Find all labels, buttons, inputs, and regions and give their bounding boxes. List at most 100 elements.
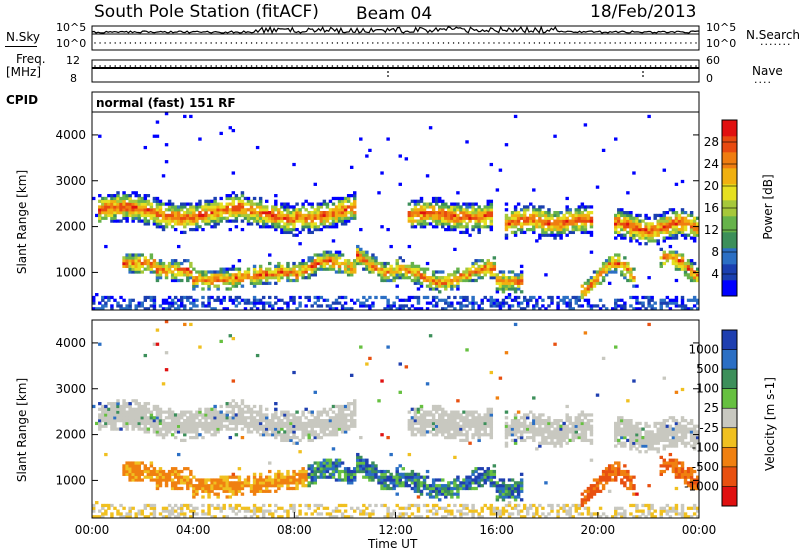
power-cell	[128, 213, 132, 218]
power-cell	[695, 276, 700, 280]
velocity-cell	[359, 435, 363, 440]
power-cell	[647, 236, 651, 240]
power-cell	[380, 270, 384, 274]
power-cell	[225, 196, 229, 201]
velocity-cell	[119, 410, 123, 414]
power-cell	[198, 273, 202, 277]
power-cell	[128, 208, 132, 212]
power-cell	[398, 182, 402, 186]
power-cell	[201, 304, 205, 308]
power-cell	[607, 264, 612, 268]
power-cell	[204, 199, 208, 203]
nsearch-dot	[503, 42, 505, 44]
power-cell	[510, 304, 515, 308]
nsearch-dot	[614, 42, 616, 44]
power-cell	[319, 259, 324, 263]
power-cell	[547, 216, 551, 220]
velocity-cell	[152, 407, 157, 411]
velocity-cell	[334, 509, 339, 513]
velocity-cell	[161, 433, 166, 437]
power-cell	[459, 208, 463, 212]
velocity-cell	[234, 489, 239, 493]
velocity-cell	[277, 475, 281, 479]
power-cell	[568, 230, 572, 235]
velocity-cell	[180, 481, 184, 485]
power-cell	[425, 301, 430, 305]
velocity-cell	[353, 478, 357, 482]
power-cell	[134, 253, 138, 257]
power-cell	[292, 295, 296, 300]
power-cell	[441, 211, 445, 215]
nave-dot	[437, 65, 440, 67]
power-cell	[380, 267, 384, 271]
power-cell	[513, 205, 518, 209]
velocity-cell	[431, 407, 436, 411]
velocity-cell	[298, 503, 302, 508]
power-cell	[164, 225, 169, 229]
nave-dot	[674, 65, 677, 67]
power-cell	[489, 199, 494, 203]
power-cell	[465, 227, 469, 232]
velocity-cell	[183, 478, 187, 482]
nave-dot	[382, 65, 384, 67]
power-cell	[437, 270, 442, 274]
power-cell	[425, 284, 430, 288]
power-cell	[465, 267, 469, 271]
power-cell	[404, 273, 409, 277]
velocity-cell	[465, 484, 469, 488]
power-cell	[325, 205, 330, 209]
velocity-cell	[465, 430, 469, 434]
power-cell	[353, 202, 357, 206]
velocity-cell	[131, 478, 135, 482]
power-cell	[419, 222, 424, 226]
power-cell	[422, 213, 427, 218]
power-cell	[535, 211, 539, 215]
velocity-cell	[365, 506, 369, 510]
power-cell	[671, 211, 676, 215]
power-cell	[583, 222, 588, 226]
power-cell	[589, 284, 594, 288]
velocity-cell	[131, 410, 135, 414]
power-cell	[183, 225, 187, 229]
velocity-cell	[134, 419, 138, 423]
velocity-cell	[416, 503, 421, 508]
power-cell	[413, 199, 418, 203]
power-cell	[207, 222, 211, 226]
power-cell	[204, 276, 208, 280]
power-cell	[413, 295, 418, 300]
velocity-cell	[383, 515, 387, 519]
nsearch-dot	[659, 42, 662, 44]
power-cell	[116, 194, 120, 198]
power-cell	[626, 222, 630, 226]
velocity-cell	[413, 413, 418, 417]
velocity-cell	[431, 416, 436, 420]
power-cell	[589, 287, 594, 291]
power-cell	[386, 261, 390, 266]
power-cell	[359, 253, 363, 257]
power-cell	[526, 298, 530, 302]
power-cell	[328, 250, 333, 254]
power-cell	[568, 208, 572, 212]
power-cell	[650, 236, 654, 240]
power-cell	[441, 208, 445, 212]
velocity-cell	[386, 515, 390, 519]
power-cell	[161, 307, 166, 311]
power-cell	[195, 205, 199, 209]
power-cell	[425, 202, 430, 206]
power-cell	[195, 298, 199, 302]
power-cell	[471, 304, 475, 308]
power-cell	[386, 304, 390, 308]
power-cell	[304, 264, 308, 268]
power-cell	[143, 194, 148, 198]
velocity-cell	[295, 481, 299, 485]
power-cell	[635, 213, 639, 218]
velocity-cell	[447, 430, 451, 434]
velocity-cell	[173, 509, 178, 513]
nave-dot	[99, 65, 101, 67]
power-cell	[310, 213, 314, 218]
velocity-cell	[101, 404, 105, 409]
power-cell	[431, 304, 436, 308]
power-cell	[225, 307, 229, 311]
velocity-cell	[283, 413, 287, 417]
power-cell	[307, 213, 311, 218]
